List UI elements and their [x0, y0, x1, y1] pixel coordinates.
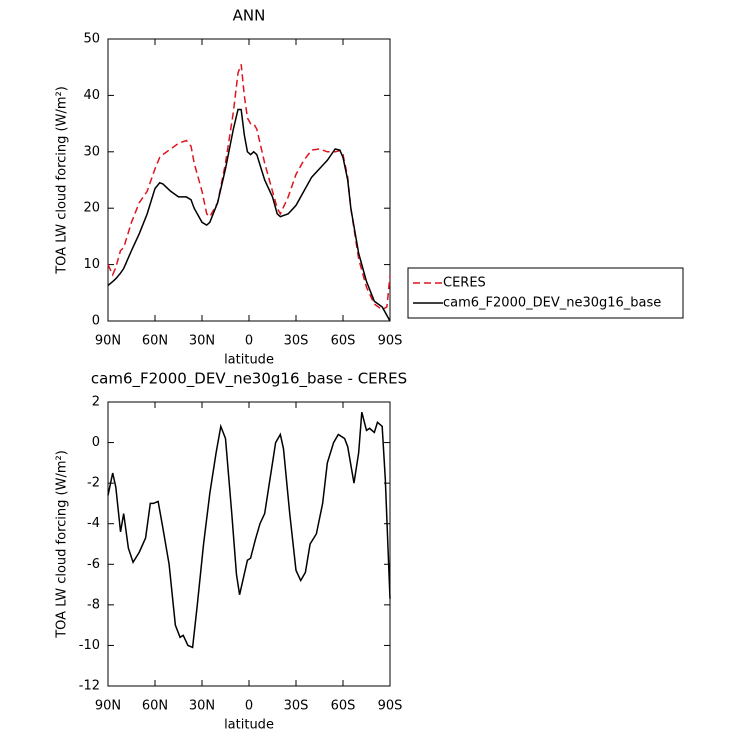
- x-tick-label: 30S: [284, 334, 309, 349]
- y-tick-label: -8: [87, 597, 100, 612]
- chart-title: ANN: [233, 7, 266, 25]
- y-tick-label: -10: [79, 638, 100, 653]
- x-axis-label: latitude: [224, 718, 274, 733]
- x-tick-label: 90S: [378, 334, 403, 349]
- x-tick-label: 0: [245, 334, 253, 349]
- x-tick-label: 60S: [331, 334, 356, 349]
- y-tick-label: 10: [83, 257, 100, 272]
- x-tick-label: 0: [245, 699, 253, 714]
- x-tick-label: 90N: [95, 334, 121, 349]
- data-line: [107, 64, 391, 311]
- x-tick-label: 60N: [142, 334, 168, 349]
- y-tick-label: 30: [83, 144, 100, 159]
- data-line: [107, 108, 391, 322]
- legend-box: [407, 267, 684, 319]
- data-line: [107, 411, 391, 649]
- x-tick-label: 30N: [189, 699, 215, 714]
- x-axis-label: latitude: [224, 353, 274, 368]
- legend-label: CERES: [443, 276, 486, 291]
- x-tick-label: 90S: [378, 699, 403, 714]
- y-axis-label: TOA LW cloud forcing (W/m²): [55, 450, 70, 639]
- y-tick-label: 20: [83, 201, 100, 216]
- x-tick-label: 60N: [142, 699, 168, 714]
- y-tick-label: 2: [92, 395, 100, 410]
- y-tick-label: 50: [83, 32, 100, 47]
- chart-title: cam6_F2000_DEV_ne30g16_base - CERES: [91, 370, 407, 389]
- y-tick-label: 40: [83, 88, 100, 103]
- y-tick-label: 0: [92, 435, 100, 450]
- y-tick-label: -6: [87, 557, 100, 572]
- x-tick-label: 30N: [189, 334, 215, 349]
- legend-label: cam6_F2000_DEV_ne30g16_base: [443, 296, 661, 311]
- y-tick-label: -2: [87, 476, 100, 491]
- y-tick-label: -12: [79, 679, 100, 694]
- y-tick-label: 0: [92, 314, 100, 329]
- y-axis-label: TOA LW cloud forcing (W/m²): [55, 86, 70, 275]
- y-tick-label: -4: [87, 516, 100, 531]
- x-tick-label: 90N: [95, 699, 121, 714]
- x-tick-label: 30S: [284, 699, 309, 714]
- x-tick-label: 60S: [331, 699, 356, 714]
